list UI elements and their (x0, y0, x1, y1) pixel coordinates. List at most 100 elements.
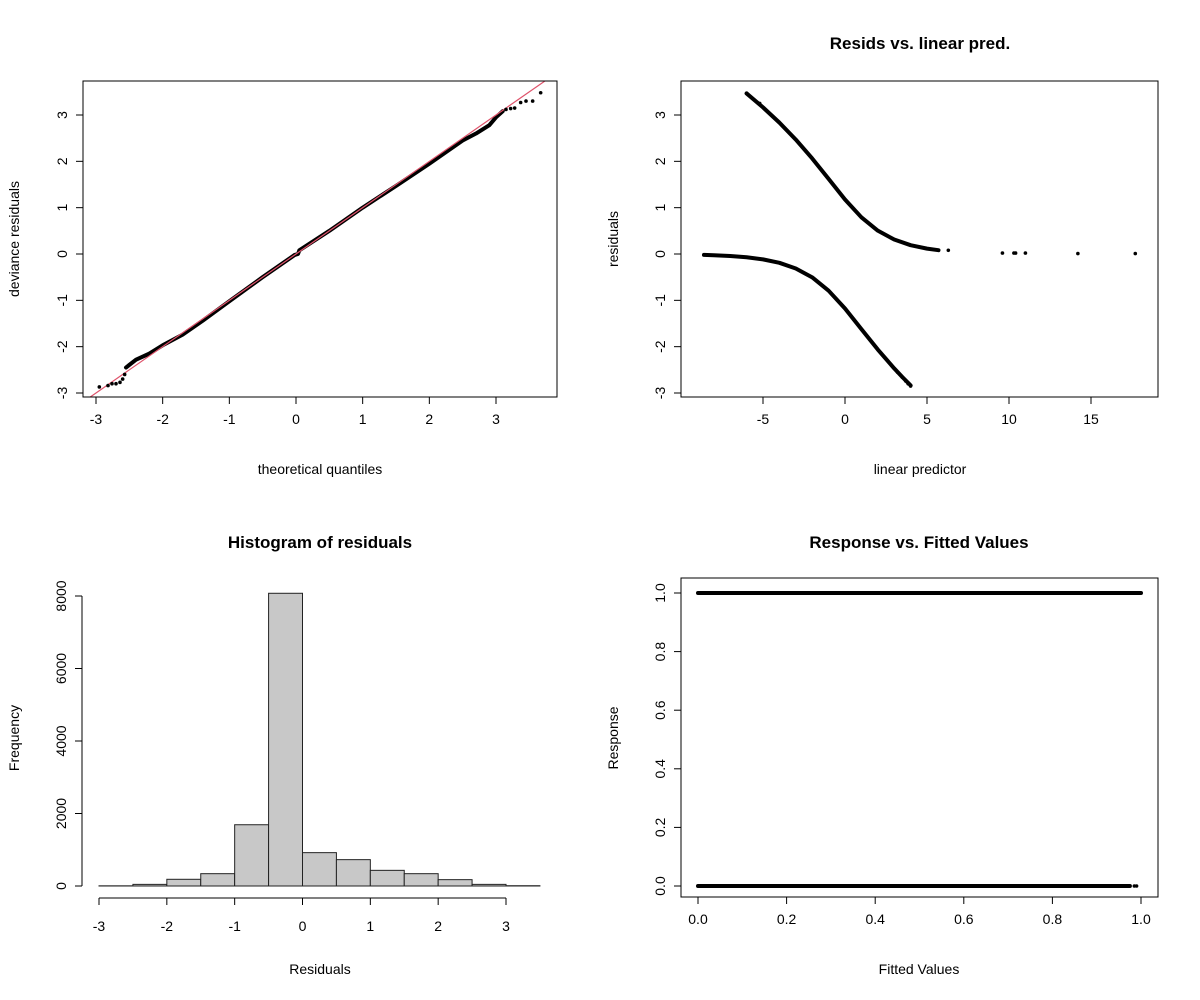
ylabel-fitted: Response (605, 706, 621, 769)
resid-point (757, 101, 762, 106)
resid-point (1000, 251, 1005, 255)
resid-point (908, 384, 913, 388)
response-y-axis-tick-label: 0.4 (652, 759, 668, 779)
resid-y-axis-tick-label: -3 (652, 387, 668, 400)
qq-point (114, 381, 118, 386)
resid-y-axis-tick-label: 1 (652, 204, 668, 212)
qq-point (122, 372, 127, 377)
qq-point (118, 380, 122, 385)
hist-x-axis-tick-label: 3 (502, 918, 510, 934)
response-y-axis-tick-label: 0.6 (652, 700, 668, 720)
resid-point (946, 248, 951, 253)
resid-plot-box (680, 80, 1159, 398)
resid-point (900, 375, 905, 380)
qq-point (524, 99, 528, 103)
resid-point (1013, 251, 1018, 255)
hist-y-axis-tick-label: 2000 (53, 798, 69, 829)
resid-point (1076, 251, 1080, 256)
histogram-bar (166, 878, 202, 887)
histogram-bar (132, 883, 168, 887)
resid-y-axis-tick-label: -1 (652, 294, 668, 307)
response-x-axis-tick-label: 0.6 (954, 911, 974, 927)
ylabel-hist: Frequency (6, 705, 22, 771)
qq-x-axis-tick-label: 3 (492, 411, 500, 427)
qq-point (110, 381, 114, 386)
resid-point (906, 381, 910, 386)
histogram-bar (234, 824, 270, 887)
resid-y-axis-tick-label: -2 (652, 340, 668, 353)
hist-x-axis-tick-label: -1 (228, 918, 241, 934)
histogram-bar (302, 852, 337, 887)
resid-upper-branch (744, 91, 941, 253)
xlabel-hist: Residuals (289, 961, 350, 977)
qq-reference-line (89, 81, 546, 397)
resid-lower-branch (701, 252, 913, 388)
histogram-bar (437, 879, 473, 887)
xlabel-linpred: linear predictor (874, 461, 967, 477)
title-response-vs-fitted: Response vs. Fitted Values (809, 533, 1028, 552)
hist-y-axis-tick-label: 0 (53, 882, 69, 890)
histogram-bar (335, 859, 371, 887)
hist-x-axis-tick-label: 2 (434, 918, 442, 934)
resid-y-axis-tick-label: 0 (652, 250, 668, 258)
qq-y-axis-tick-label: 0 (54, 250, 70, 258)
qq-y-axis-tick-label: 3 (54, 111, 70, 119)
qq-point (504, 107, 508, 112)
title-histogram: Histogram of residuals (228, 533, 412, 552)
response-y-axis-tick-label: 0.2 (652, 817, 668, 837)
histogram-bar (369, 869, 405, 887)
qq-x-axis-tick-label: -1 (223, 411, 236, 427)
resid-x-axis-tick-label: 10 (1001, 411, 1017, 427)
response-x-axis-tick-label: 0.8 (1043, 911, 1063, 927)
resid-point (1133, 251, 1138, 256)
resid-x-axis-tick-label: 15 (1083, 411, 1099, 427)
ylabel-qq: deviance residuals (6, 181, 22, 297)
histogram-bar (403, 873, 439, 887)
qq-point (538, 90, 543, 95)
resid-y-axis-tick-label: 3 (652, 111, 668, 119)
qq-y-axis-tick-label: -3 (54, 387, 70, 400)
xlabel-fitted: Fitted Values (879, 961, 960, 977)
qq-x-axis-tick-label: -2 (156, 411, 169, 427)
hist-y-axis-tick-label: 8000 (53, 580, 69, 611)
qq-y-axis-tick-label: 2 (54, 157, 70, 165)
response-plot-box (680, 577, 1159, 898)
qq-point (512, 106, 517, 110)
qq-y-axis-tick-label: -1 (54, 294, 70, 307)
qq-y-axis-tick-label: 1 (54, 204, 70, 212)
resid-point (895, 370, 900, 374)
qq-x-axis-tick-label: -3 (90, 411, 103, 427)
qq-point (106, 383, 110, 388)
resid-point (903, 379, 908, 383)
response-y-axis-tick-label: 0.8 (652, 642, 668, 662)
qq-point (508, 106, 513, 111)
qq-x-axis-tick-label: 0 (292, 411, 300, 427)
response-point (1134, 884, 1139, 888)
resid-x-axis-tick-label: 5 (923, 411, 931, 427)
hist-x-axis-tick-label: 0 (299, 918, 307, 934)
qq-y-axis-tick-label: -2 (54, 340, 70, 353)
histogram-bar (200, 873, 236, 887)
hist-y-axis-tick-label: 6000 (53, 653, 69, 684)
resid-y-axis-tick-label: 2 (652, 157, 668, 165)
resid-x-axis-tick-label: 0 (841, 411, 849, 427)
hist-x-axis-tick-label: -3 (93, 918, 106, 934)
qq-plot-box (82, 80, 558, 398)
response-x-axis-tick-label: 1.0 (1131, 911, 1151, 927)
ylabel-linpred: residuals (605, 211, 621, 267)
xlabel-qq: theoretical quantiles (258, 461, 383, 477)
qq-x-axis-tick-label: 2 (425, 411, 433, 427)
qq-point (518, 100, 523, 105)
hist-x-axis-tick-label: -2 (161, 918, 174, 934)
title-resids-vs-linear-pred: Resids vs. linear pred. (830, 34, 1010, 53)
qq-point (120, 377, 125, 381)
resid-x-axis-tick-label: -5 (757, 411, 770, 427)
resid-point (1023, 251, 1028, 255)
response-x-axis-tick-label: 0.2 (777, 911, 797, 927)
qq-x-axis-tick-label: 1 (359, 411, 367, 427)
response-y-axis-tick-label: 0.0 (652, 876, 668, 896)
response-x-axis-tick-label: 0.4 (865, 911, 885, 927)
histogram-bar (268, 592, 304, 887)
histogram-bar (471, 883, 507, 887)
